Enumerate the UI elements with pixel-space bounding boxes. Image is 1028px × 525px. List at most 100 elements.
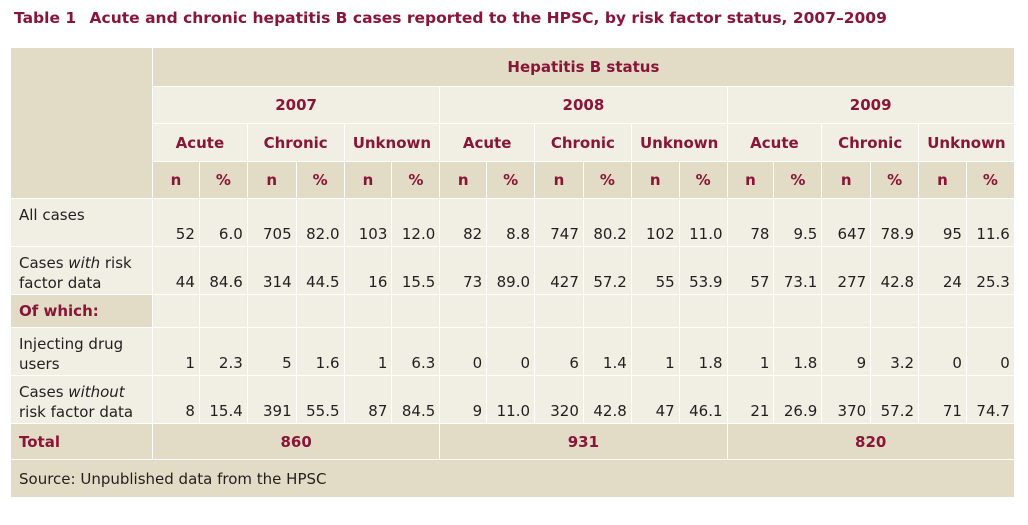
- table-cell: 57.2: [870, 375, 920, 424]
- table-cell: 370: [821, 375, 872, 424]
- empty-cell: [965, 294, 1015, 328]
- row-label-cases-without-risk: Cases without risk factor data: [10, 375, 153, 424]
- table-cell: 57: [726, 246, 775, 295]
- empty-cell: [343, 294, 393, 328]
- total-value-2009: 820: [726, 423, 1015, 460]
- table-body: Hepatitis B status 2007 2008 2009 Acute Chr…: [10, 47, 1015, 498]
- label-emphasis: without: [68, 383, 125, 401]
- empty-cell: [246, 294, 297, 328]
- table-cell: 0: [439, 327, 488, 376]
- hepatitis-b-table: Hepatitis B status 2007 2008 2009 Acute Chr…: [10, 47, 1015, 498]
- table-cell: 747: [534, 198, 584, 247]
- table-cell: 55.5: [295, 375, 345, 424]
- table-cell: 73.1: [773, 246, 823, 295]
- total-row: Total 860 931 820: [10, 423, 1015, 460]
- year-header-2008: 2008: [439, 86, 728, 124]
- n-header: n: [726, 161, 775, 199]
- n-header: n: [343, 161, 393, 199]
- table-cell: 9: [439, 375, 488, 424]
- table-cell: 11.0: [486, 375, 536, 424]
- n-header: n: [152, 161, 200, 199]
- year-header-2009: 2009: [726, 86, 1015, 124]
- percent-header: %: [582, 161, 632, 199]
- table-cell: 11.0: [678, 198, 728, 247]
- row-label-all-cases: All cases: [10, 198, 153, 247]
- empty-cell: [821, 294, 872, 328]
- table-cell: 5: [246, 327, 297, 376]
- table-cell: 12.0: [391, 198, 441, 247]
- table-cell: 8.8: [486, 198, 536, 247]
- empty-cell: [391, 294, 441, 328]
- table-cell: 1: [152, 327, 200, 376]
- table-cell: 53.9: [678, 246, 728, 295]
- percent-header: %: [198, 161, 248, 199]
- subgroup-header-unknown: Unknown: [343, 123, 441, 162]
- table-cell: 44: [152, 246, 200, 295]
- header-row-subgroups: Acute Chronic Unknown Acute Chronic Unknown Ac…: [11, 123, 1015, 162]
- table-cell: 6: [534, 327, 584, 376]
- percent-header: %: [486, 161, 536, 199]
- table-cell: 103: [343, 198, 393, 247]
- header-row-years: 2007 2008 2009: [11, 86, 1015, 124]
- n-header: n: [918, 161, 967, 199]
- subgroup-header-unknown: Unknown: [630, 123, 728, 162]
- table-cell: 71: [918, 375, 967, 424]
- total-value-2007: 860: [151, 423, 441, 460]
- empty-cell: [439, 294, 488, 328]
- table-cell: 42.8: [870, 246, 920, 295]
- table-cell: 47: [630, 375, 680, 424]
- table-row: Cases without risk factor data 8 15.4 391 5…: [10, 375, 1015, 424]
- empty-cell: [773, 294, 823, 328]
- table-cell: 82: [439, 198, 488, 247]
- row-label-injecting-drug-users: Injecting drug users: [10, 327, 153, 376]
- table-cell: 647: [821, 198, 872, 247]
- table-cell: 1.8: [678, 327, 728, 376]
- empty-cell: [870, 294, 920, 328]
- corner-cell: [10, 47, 153, 199]
- table-cell: 78: [726, 198, 775, 247]
- table-cell: 42.8: [582, 375, 632, 424]
- table-cell: 1: [630, 327, 680, 376]
- table-cell: 1.6: [295, 327, 345, 376]
- table-cell: 95: [918, 198, 967, 247]
- table-cell: 102: [630, 198, 680, 247]
- subgroup-header-acute: Acute: [152, 123, 248, 162]
- source-note: Source: Unpublished data from the HPSC: [10, 459, 1015, 498]
- table-row: Injecting drug users 1 2.3 5 1.6 1 6.3 0 0 6 1.4 1…: [10, 327, 1015, 376]
- subgroup-header-unknown: Unknown: [918, 123, 1015, 162]
- row-label-total: Total: [10, 423, 153, 460]
- table-cell: 52: [152, 198, 200, 247]
- year-header-2007: 2007: [151, 86, 441, 124]
- total-value-2008: 931: [439, 423, 728, 460]
- header-row-n-percent: n% n% n% n% n% n% n% n% n%: [11, 161, 1015, 199]
- table-cell: 1.4: [582, 327, 632, 376]
- label-part: risk factor data: [19, 403, 134, 421]
- subgroup-header-acute: Acute: [726, 123, 823, 162]
- percent-header: %: [870, 161, 920, 199]
- table-cell: 80.2: [582, 198, 632, 247]
- table-cell: 1: [726, 327, 775, 376]
- n-header: n: [439, 161, 488, 199]
- n-header: n: [821, 161, 872, 199]
- row-label-cases-with-risk: Cases with risk factor data: [10, 246, 153, 295]
- table-cell: 73: [439, 246, 488, 295]
- table-cell: 705: [246, 198, 297, 247]
- table-cell: 0: [486, 327, 536, 376]
- table-caption: Table 1 Acute and chronic hepatitis B ca…: [14, 9, 887, 27]
- table-cell: 84.6: [198, 246, 248, 295]
- n-header: n: [630, 161, 680, 199]
- table-cell: 6.0: [198, 198, 248, 247]
- table-cell: 24: [918, 246, 967, 295]
- subgroup-header-acute: Acute: [439, 123, 536, 162]
- table-number: Table 1: [14, 9, 77, 27]
- label-part: Cases: [19, 383, 69, 401]
- table-cell: 74.7: [965, 375, 1015, 424]
- table-cell: 55: [630, 246, 680, 295]
- table-cell: 44.5: [295, 246, 345, 295]
- table-cell: 9: [821, 327, 872, 376]
- source-row: Source: Unpublished data from the HPSC: [10, 459, 1015, 498]
- table-cell: 82.0: [295, 198, 345, 247]
- table-title: Acute and chronic hepatitis B cases repo…: [89, 9, 887, 27]
- table-cell: 15.5: [391, 246, 441, 295]
- empty-cell: [582, 294, 632, 328]
